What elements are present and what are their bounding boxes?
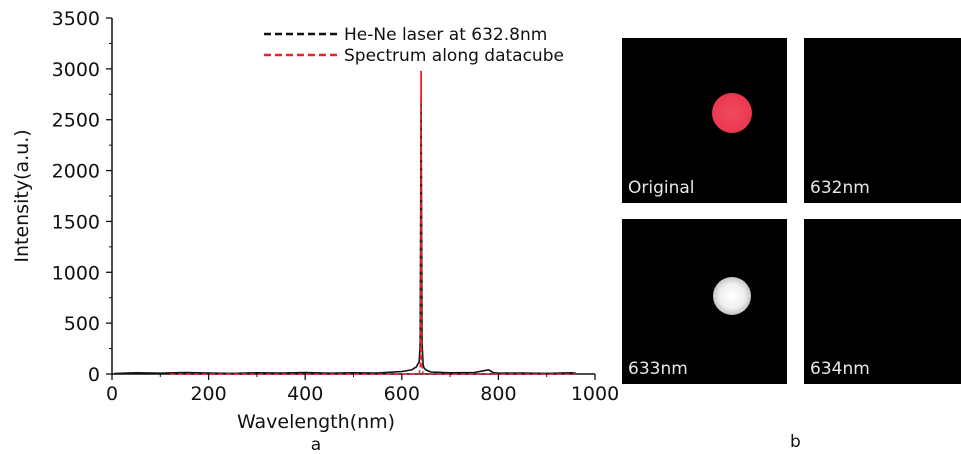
x-tick-label: 600: [384, 383, 420, 405]
panel-b-letter: b: [790, 432, 801, 452]
x-tick-label: 200: [190, 383, 226, 405]
y-axis-label: Intensity(a.u.): [11, 129, 33, 262]
image-panel-original: Original: [622, 38, 787, 203]
legend-label: He-Ne laser at 632.8nm: [344, 25, 547, 45]
x-tick-label: 800: [480, 383, 516, 405]
y-tick-label: 2500: [52, 110, 100, 132]
image-panel-633nm: 633nm: [622, 219, 787, 384]
white-spot: [713, 277, 751, 315]
y-tick-label: 500: [64, 313, 100, 335]
image-panel-632nm: 632nm: [804, 38, 961, 203]
y-tick-label: 1000: [52, 262, 100, 284]
panel-label: 632nm: [810, 178, 870, 198]
y-tick-label: 0: [88, 364, 100, 386]
panel-a-letter: a: [311, 435, 321, 454]
y-tick-label: 1500: [52, 211, 100, 233]
plot-area: 0 200 400 600 800 1000 0 500 1000 1500 2000 2500 300…: [52, 8, 620, 405]
y-tick-label: 3000: [52, 59, 100, 81]
image-panel-634nm: 634nm: [804, 219, 961, 384]
series-line: [114, 104, 576, 375]
panel-label: 634nm: [810, 359, 870, 379]
panel-label: 633nm: [628, 359, 688, 379]
x-tick-label: 400: [287, 383, 323, 405]
panel-label: Original: [628, 178, 695, 198]
red-spot: [712, 93, 752, 133]
y-tick-label: 3500: [52, 8, 100, 30]
x-axis-label: Wavelength(nm): [237, 411, 395, 433]
series-line: [170, 101, 576, 375]
y-tick-label: 2000: [52, 161, 100, 183]
x-tick-label: 0: [106, 383, 118, 405]
x-tick-label: 1000: [571, 383, 619, 405]
legend-label: Spectrum along datacube: [344, 46, 564, 66]
